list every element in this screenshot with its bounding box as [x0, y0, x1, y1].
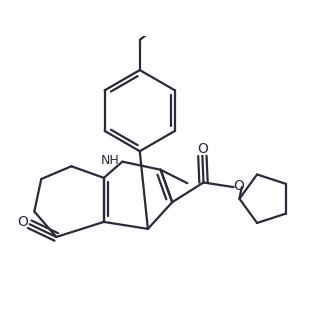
- Text: O: O: [17, 215, 28, 229]
- Text: O: O: [233, 179, 244, 193]
- Text: O: O: [197, 142, 208, 156]
- Text: NH: NH: [100, 154, 119, 167]
